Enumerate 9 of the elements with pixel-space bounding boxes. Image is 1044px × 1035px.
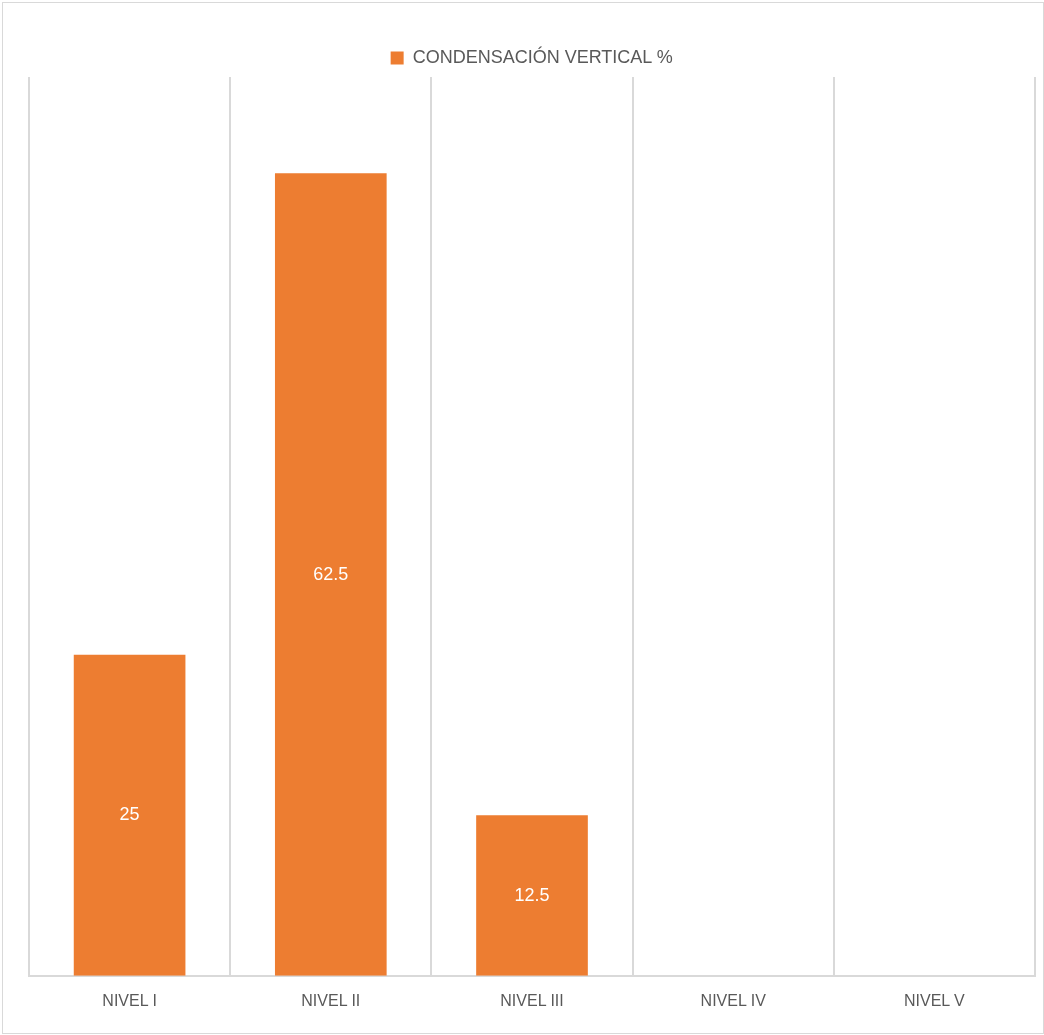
x-tick-label: NIVEL IV xyxy=(700,991,767,1009)
x-tick-label: NIVEL V xyxy=(904,991,966,1009)
data-label: 25 xyxy=(119,804,140,825)
data-label: 62.5 xyxy=(313,563,349,584)
x-tick-label: NIVEL II xyxy=(301,991,361,1009)
data-label: 12.5 xyxy=(514,884,550,905)
x-tick-label: NIVEL I xyxy=(102,991,157,1009)
legend-label: CONDENSACIÓN VERTICAL % xyxy=(412,45,673,67)
x-tick-label: NIVEL III xyxy=(500,991,564,1009)
